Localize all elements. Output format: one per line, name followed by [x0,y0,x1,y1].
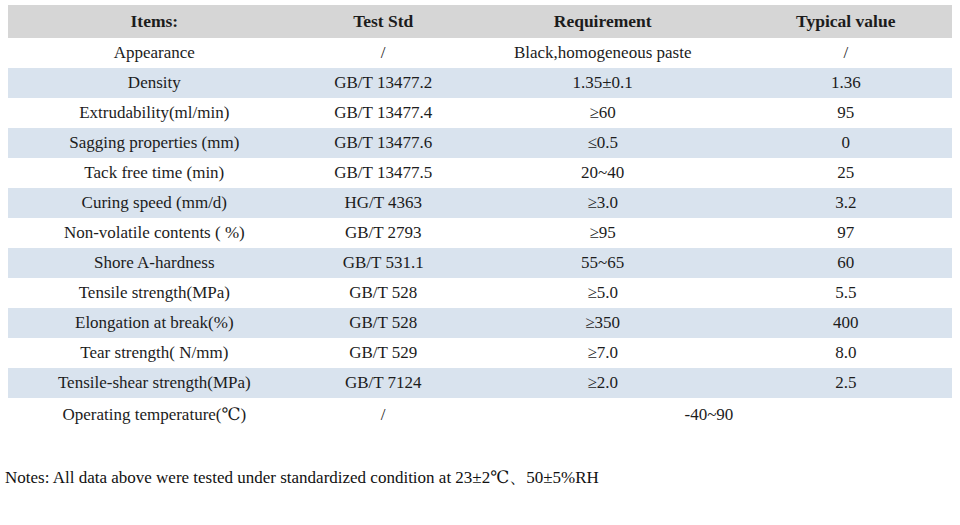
cell-typical: 95 [740,98,952,128]
cell-std: GB/T 13477.2 [301,68,466,98]
cell-std: GB/T 7124 [301,368,466,398]
table-row-tensile-strength: Tensile strength(MPa) GB/T 528 ≥5.0 5.5 [8,278,952,308]
cell-typical: 1.36 [740,68,952,98]
cell-std: / [301,398,466,432]
cell-item: Operating temperature(℃) [8,398,301,432]
cell-typical: 0 [740,128,952,158]
cell-item: Tensile-shear strength(MPa) [8,368,301,398]
cell-typical: 97 [740,218,952,248]
cell-std: GB/T 529 [301,338,466,368]
cell-std: GB/T 2793 [301,218,466,248]
cell-req: ≤0.5 [466,128,740,158]
cell-req: ≥2.0 [466,368,740,398]
spec-table-body: Appearance / Black,homogeneous paste / D… [8,38,952,432]
datasheet-page: Items: Test Std Requirement Typical valu… [0,0,960,525]
cell-typical: 400 [740,308,952,338]
cell-std: GB/T 528 [301,278,466,308]
cell-std: GB/T 531.1 [301,248,466,278]
spec-table: Items: Test Std Requirement Typical valu… [8,5,952,432]
col-header-items: Items: [8,5,301,38]
notes-text: Notes: All data above were tested under … [5,466,952,489]
cell-req: ≥95 [466,218,740,248]
cell-req: Black,homogeneous paste [466,38,740,68]
spec-table-header: Items: Test Std Requirement Typical valu… [8,5,952,38]
cell-std: GB/T 13477.4 [301,98,466,128]
cell-typical: 25 [740,158,952,188]
cell-typical: 3.2 [740,188,952,218]
cell-req: ≥350 [466,308,740,338]
cell-item: Tensile strength(MPa) [8,278,301,308]
cell-std: GB/T 13477.5 [301,158,466,188]
table-row-curing-speed: Curing speed (mm/d) HG/T 4363 ≥3.0 3.2 [8,188,952,218]
cell-item: Curing speed (mm/d) [8,188,301,218]
table-row-elongation: Elongation at break(%) GB/T 528 ≥350 400 [8,308,952,338]
cell-std: / [301,38,466,68]
table-row-tack-free-time: Tack free time (min) GB/T 13477.5 20~40 … [8,158,952,188]
cell-typical: / [740,38,952,68]
cell-req: ≥60 [466,98,740,128]
cell-item: Non-volatile contents ( %) [8,218,301,248]
cell-item: Shore A-hardness [8,248,301,278]
col-header-test-std: Test Std [301,5,466,38]
cell-item: Tear strength( N/mm) [8,338,301,368]
cell-req: 1.35±0.1 [466,68,740,98]
header-row: Items: Test Std Requirement Typical valu… [8,5,952,38]
cell-item: Extrudability(ml/min) [8,98,301,128]
cell-std: GB/T 13477.6 [301,128,466,158]
cell-req: 55~65 [466,248,740,278]
cell-item: Sagging properties (mm) [8,128,301,158]
cell-typical: 5.5 [740,278,952,308]
cell-typical: 60 [740,248,952,278]
col-header-requirement: Requirement [466,5,740,38]
cell-std: GB/T 528 [301,308,466,338]
table-row-appearance: Appearance / Black,homogeneous paste / [8,38,952,68]
col-header-typical-value: Typical value [740,5,952,38]
table-row-sagging: Sagging properties (mm) GB/T 13477.6 ≤0.… [8,128,952,158]
cell-item: Elongation at break(%) [8,308,301,338]
cell-req: ≥7.0 [466,338,740,368]
cell-item: Tack free time (min) [8,158,301,188]
cell-req-span: -40~90 [466,398,952,432]
table-row-non-volatile: Non-volatile contents ( %) GB/T 2793 ≥95… [8,218,952,248]
cell-item: Appearance [8,38,301,68]
table-row-operating-temperature: Operating temperature(℃) / -40~90 [8,398,952,432]
cell-req: ≥5.0 [466,278,740,308]
cell-typical: 8.0 [740,338,952,368]
cell-item: Density [8,68,301,98]
table-row-tear-strength: Tear strength( N/mm) GB/T 529 ≥7.0 8.0 [8,338,952,368]
cell-req: ≥3.0 [466,188,740,218]
table-row-extrudability: Extrudability(ml/min) GB/T 13477.4 ≥60 9… [8,98,952,128]
table-row-tensile-shear: Tensile-shear strength(MPa) GB/T 7124 ≥2… [8,368,952,398]
table-row-density: Density GB/T 13477.2 1.35±0.1 1.36 [8,68,952,98]
table-row-shore-hardness: Shore A-hardness GB/T 531.1 55~65 60 [8,248,952,278]
cell-req: 20~40 [466,158,740,188]
cell-std: HG/T 4363 [301,188,466,218]
cell-typical: 2.5 [740,368,952,398]
